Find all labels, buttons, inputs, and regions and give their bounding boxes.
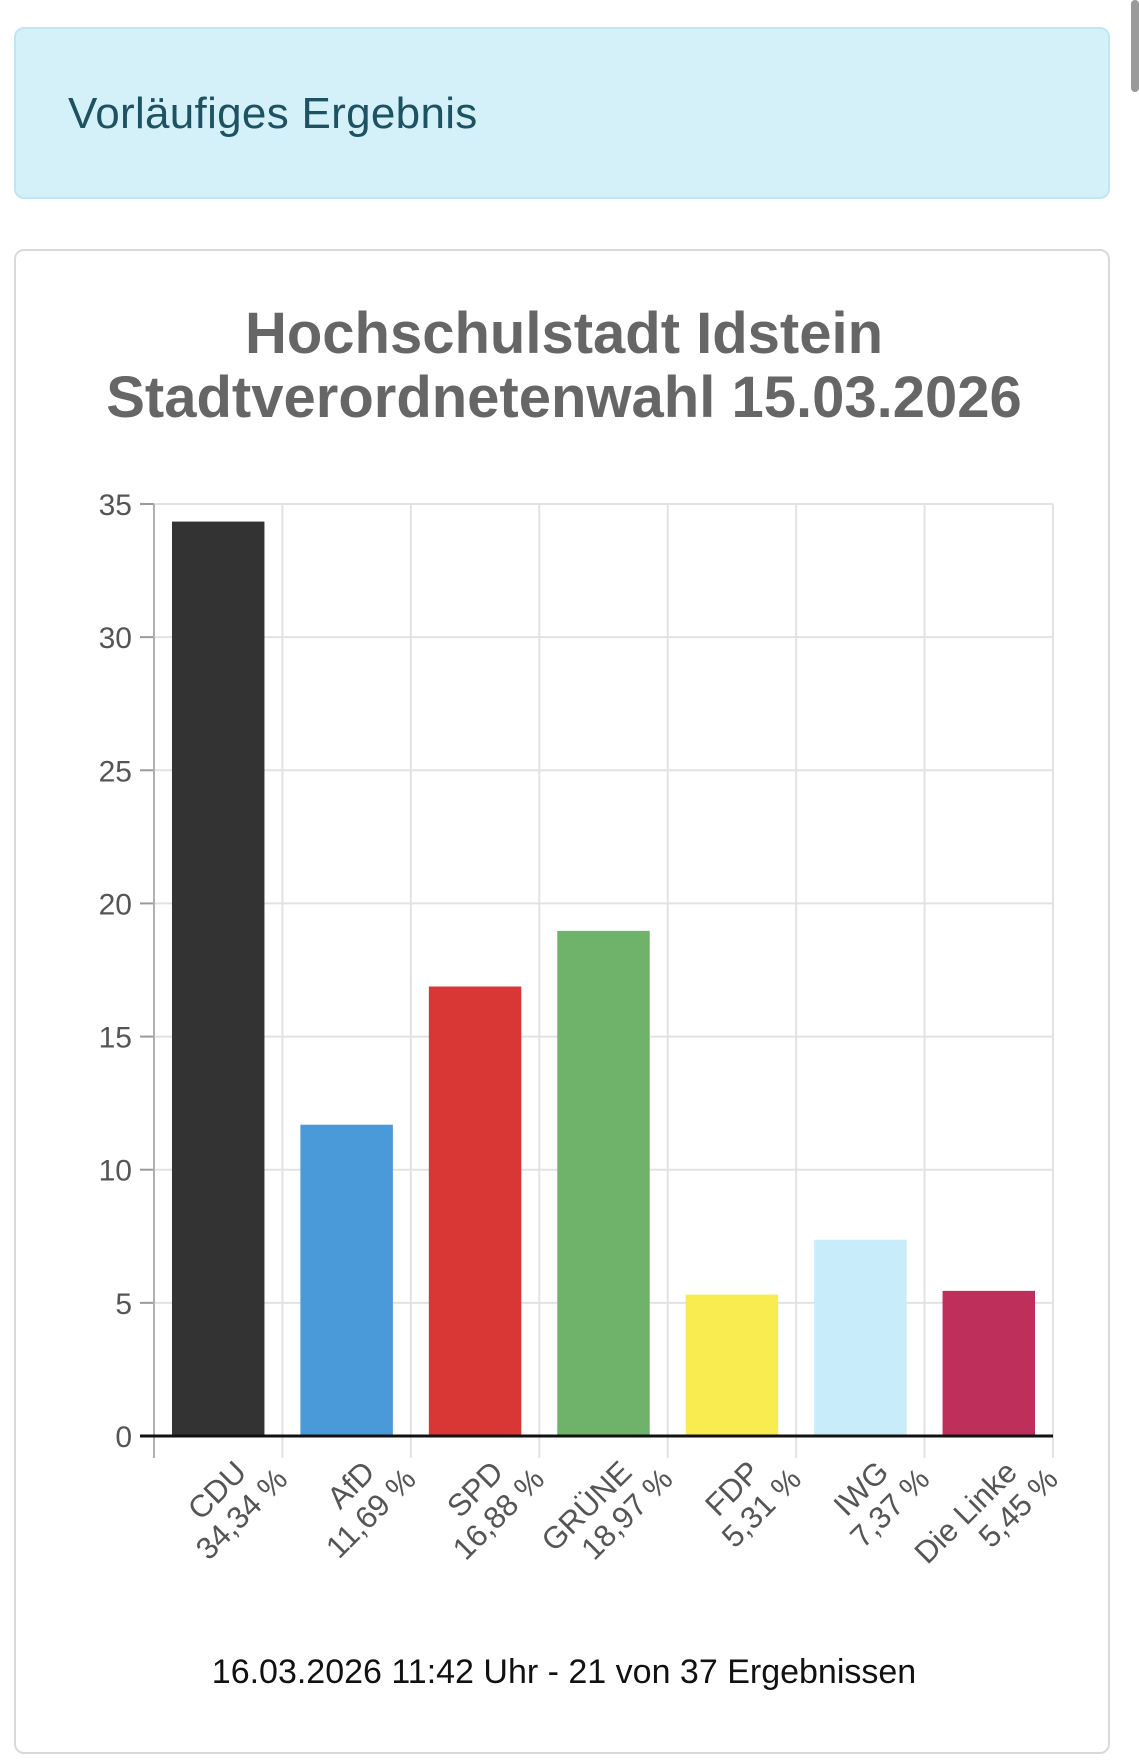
x-category-label: AfD11,69 % bbox=[295, 1437, 423, 1565]
y-tick-label: 30 bbox=[99, 622, 132, 655]
y-tick-label: 35 bbox=[99, 489, 132, 522]
x-category-label: FDP5,31 % bbox=[691, 1437, 808, 1554]
chart-card: Hochschulstadt Idstein Stadtverordnetenw… bbox=[14, 249, 1110, 1754]
status-banner-text: Vorläufiges Ergebnis bbox=[68, 89, 478, 138]
bar-afd bbox=[300, 1124, 393, 1436]
bar-die-linke bbox=[942, 1290, 1036, 1436]
chart-title-line-1: Hochschulstadt Idstein bbox=[244, 301, 884, 366]
bar-grüne bbox=[557, 930, 650, 1436]
bar-fdp bbox=[685, 1294, 779, 1436]
x-category-label: GRÜNE18,97 % bbox=[535, 1437, 680, 1582]
y-tick-label: 5 bbox=[115, 1288, 132, 1321]
y-tick-label: 10 bbox=[99, 1155, 132, 1188]
y-tick-label: 25 bbox=[99, 755, 132, 788]
bar-chart: 0 5 10 15 20 25 30 35 CDU34,34 % AfD11,69 % SPD16,… bbox=[99, 489, 1065, 1594]
bar-iwg bbox=[814, 1239, 907, 1436]
x-category-label: CDU34,34 % bbox=[165, 1437, 294, 1566]
chart-footer: 16.03.2026 11:42 Uhr - 21 von 37 Ergebni… bbox=[211, 1653, 917, 1691]
y-tick-label: 0 bbox=[115, 1421, 132, 1454]
y-tick-label: 20 bbox=[99, 888, 132, 921]
x-category-label: SPD16,88 % bbox=[422, 1437, 551, 1566]
status-banner: Vorläufiges Ergebnis bbox=[14, 27, 1110, 199]
chart-title-line-2: Stadtverordnetenwahl 15.03.2026 bbox=[106, 365, 1022, 430]
scrollbar[interactable] bbox=[1131, 0, 1139, 92]
x-category-label: Die Linke5,45 % bbox=[908, 1437, 1065, 1594]
bar-spd bbox=[428, 986, 522, 1436]
bar-cdu bbox=[171, 521, 265, 1436]
y-tick-label: 15 bbox=[99, 1022, 132, 1055]
